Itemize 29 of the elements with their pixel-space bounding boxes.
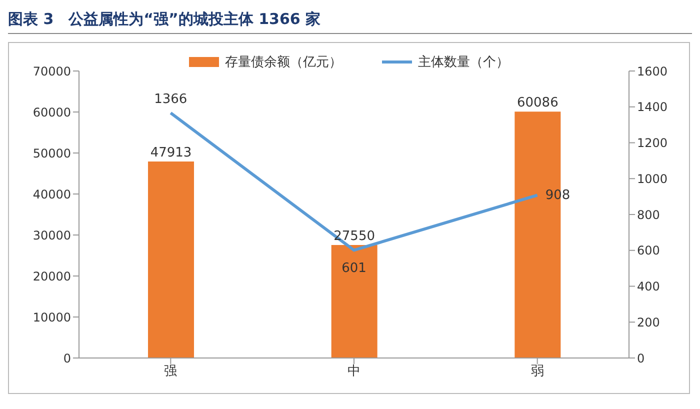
bar — [331, 245, 378, 358]
data-label: 601 — [342, 261, 366, 276]
y-tick-label: 40000 — [32, 187, 71, 202]
legend-label: 存量债余额（亿元） — [224, 54, 342, 71]
data-label: 47913 — [150, 146, 192, 161]
y2-tick-label: 200 — [637, 315, 660, 330]
y2-tick-label: 1600 — [637, 64, 668, 78]
chart-title: 图表 3 公益属性为“强”的城投主体 1366 家 — [8, 8, 692, 34]
y2-tick-label: 1200 — [637, 136, 668, 150]
y2-tick-label: 400 — [637, 280, 660, 294]
y-tick-label: 0 — [63, 351, 71, 366]
legend-label: 主体数量（个） — [417, 54, 509, 71]
y-tick-label: 30000 — [32, 228, 71, 242]
y2-tick-label: 600 — [637, 244, 660, 258]
y-tick-label: 10000 — [32, 310, 71, 324]
y2-tick-label: 1000 — [637, 172, 668, 186]
data-label: 1366 — [154, 92, 188, 107]
x-tick-label: 强 — [164, 364, 178, 380]
y-tick-label: 20000 — [32, 269, 71, 284]
y-tick-label: 60000 — [32, 105, 71, 120]
bar — [148, 162, 194, 358]
x-tick-label: 中 — [348, 364, 360, 380]
y-tick-label: 50000 — [32, 146, 71, 160]
y2-tick-label: 0 — [637, 351, 645, 366]
data-label: 60086 — [516, 96, 558, 111]
y2-tick-label: 1400 — [637, 100, 668, 114]
y2-tick-label: 800 — [637, 208, 660, 222]
x-tick-label: 弱 — [530, 364, 544, 380]
y-tick-label: 70000 — [32, 64, 71, 78]
